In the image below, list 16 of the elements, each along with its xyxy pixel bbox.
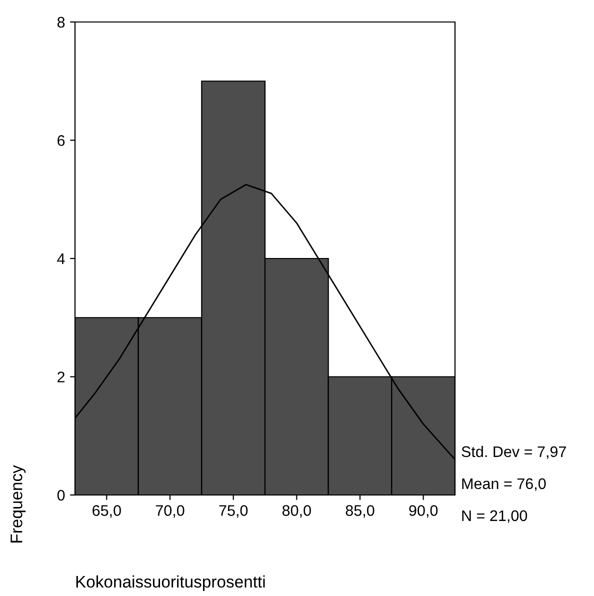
x-tick-label: 65,0 (92, 505, 121, 518)
y-tick-label: 8 (57, 16, 65, 28)
y-tick-label: 0 (57, 490, 65, 501)
x-tick-label: 85,0 (346, 505, 374, 518)
y-tick-label: 2 (58, 372, 65, 382)
y-tick-label: 6 (58, 135, 65, 146)
text: N = 21,00 (462, 510, 528, 523)
x-axis-title: Kokonaissuoritusprosentti (76, 575, 265, 591)
text: Std. Dev = 7,97 (462, 446, 566, 459)
x-tick-label: 80,0 (282, 505, 311, 518)
x-tick-label: 70,0 (156, 505, 184, 518)
y-axis-title: Frequency (10, 465, 26, 542)
y-tick-label: 4 (57, 254, 65, 264)
x-tick-label: 75,0 (219, 505, 248, 518)
x-tick-label: 90,0 (409, 505, 438, 518)
text: Mean = 76,0 (462, 478, 546, 491)
